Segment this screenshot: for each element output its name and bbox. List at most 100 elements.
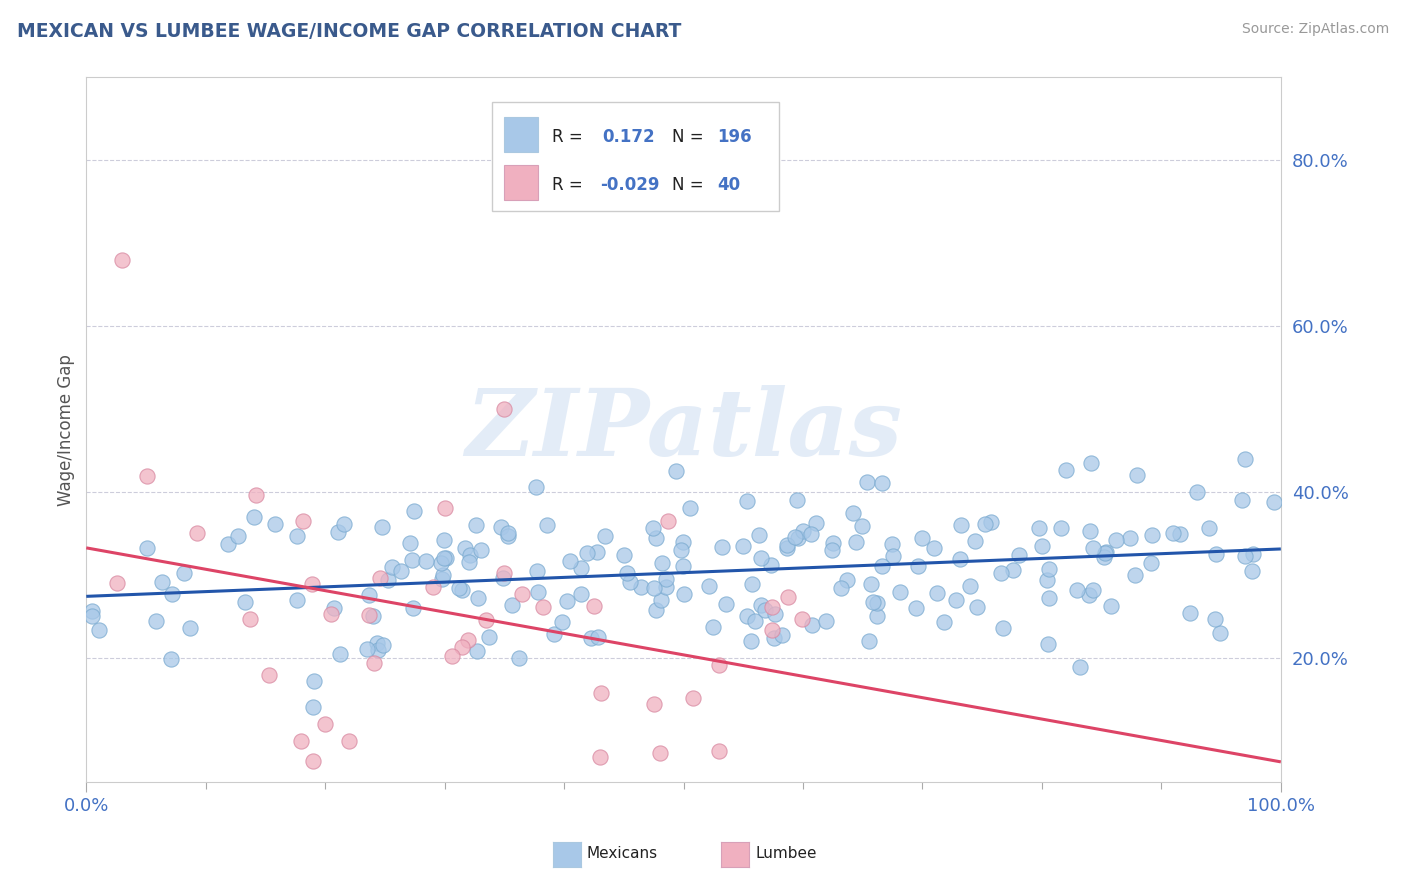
Point <box>776 538 799 552</box>
Point <box>264 517 287 532</box>
Point <box>555 593 578 607</box>
Point <box>697 579 720 593</box>
Y-axis label: Wage/Income Gap: Wage/Income Gap <box>58 354 75 506</box>
Point <box>870 475 893 490</box>
Point <box>731 540 754 554</box>
Point <box>866 596 889 610</box>
Point <box>450 640 472 655</box>
Point <box>1066 582 1088 597</box>
Text: Source: ZipAtlas.com: Source: ZipAtlas.com <box>1241 22 1389 37</box>
Point <box>741 577 763 591</box>
Point <box>862 595 884 609</box>
Point <box>650 592 672 607</box>
Point <box>657 514 679 528</box>
Point <box>333 516 356 531</box>
Text: -0.029: -0.029 <box>600 176 659 194</box>
Point <box>1094 545 1116 559</box>
Point <box>361 609 384 624</box>
Point <box>1241 565 1264 579</box>
Point <box>322 600 344 615</box>
Point <box>643 697 665 711</box>
Point <box>560 554 582 568</box>
Text: N =: N = <box>672 176 703 194</box>
Point <box>845 535 868 549</box>
Point <box>679 500 702 515</box>
Point <box>1187 484 1209 499</box>
Point <box>761 600 783 615</box>
Point <box>655 572 678 586</box>
Point <box>381 559 404 574</box>
Point <box>612 549 634 563</box>
Point <box>682 691 704 706</box>
Text: Lumbee: Lumbee <box>755 847 817 861</box>
Point <box>821 536 844 550</box>
Point <box>302 700 325 714</box>
Point <box>1232 493 1254 508</box>
Text: 40: 40 <box>717 176 740 194</box>
Point <box>531 600 554 615</box>
Point <box>907 558 929 573</box>
Point <box>370 571 392 585</box>
Point <box>512 587 534 601</box>
Point <box>478 630 501 644</box>
Point <box>1178 607 1201 621</box>
Point <box>1069 660 1091 674</box>
Point <box>496 525 519 540</box>
Point <box>536 518 558 533</box>
Point <box>1002 563 1025 577</box>
Point <box>672 587 695 601</box>
Point <box>945 592 967 607</box>
Point <box>1008 549 1031 563</box>
Point <box>449 581 471 595</box>
Point <box>491 520 513 534</box>
Point <box>761 624 783 638</box>
Point <box>465 644 488 658</box>
Point <box>790 612 813 626</box>
Point <box>974 516 997 531</box>
Point <box>430 556 453 570</box>
Point <box>866 609 889 624</box>
Point <box>922 541 945 555</box>
Point <box>643 581 665 595</box>
Text: N =: N = <box>672 128 703 145</box>
Point <box>645 602 668 616</box>
Point <box>136 541 159 556</box>
Point <box>1263 495 1285 509</box>
Point <box>786 492 808 507</box>
Point <box>496 529 519 543</box>
Point <box>359 607 381 622</box>
Point <box>776 590 799 604</box>
Point <box>714 597 737 611</box>
Point <box>302 754 325 768</box>
Point <box>1028 521 1050 535</box>
Point <box>1092 549 1115 564</box>
Point <box>1077 588 1099 602</box>
Point <box>1078 524 1101 538</box>
Point <box>1123 568 1146 582</box>
Point <box>401 553 423 567</box>
Point <box>285 529 308 543</box>
Point <box>1036 573 1059 587</box>
Text: MEXICAN VS LUMBEE WAGE/INCOME GAP CORRELATION CHART: MEXICAN VS LUMBEE WAGE/INCOME GAP CORREL… <box>17 22 682 41</box>
Point <box>763 607 786 621</box>
Point <box>858 634 880 648</box>
Point <box>217 536 239 550</box>
Point <box>1080 456 1102 470</box>
Point <box>702 619 724 633</box>
Point <box>1038 591 1060 605</box>
Point <box>415 554 437 568</box>
Point <box>377 573 399 587</box>
Point <box>665 464 688 478</box>
Point <box>792 524 814 538</box>
Point <box>454 541 477 556</box>
Point <box>422 580 444 594</box>
Point <box>569 587 592 601</box>
Point <box>1031 539 1053 553</box>
Bar <box>492 102 779 211</box>
Point <box>925 585 948 599</box>
Point <box>186 526 208 541</box>
Point <box>651 556 673 570</box>
Point <box>1038 637 1060 651</box>
Point <box>402 504 425 518</box>
Point <box>145 615 167 629</box>
